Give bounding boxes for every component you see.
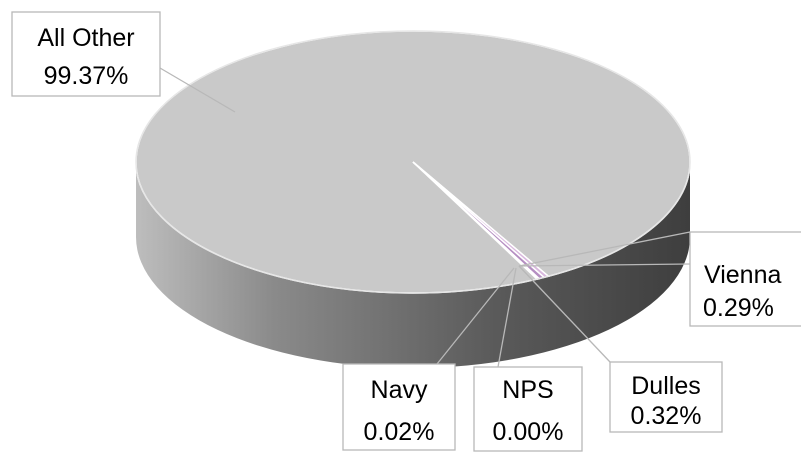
leader-line-dulles <box>518 265 611 363</box>
callout-vienna: Vienna 0.29% <box>689 231 801 327</box>
value-dulles: 0.32% <box>631 402 702 430</box>
leader-line-all-other <box>159 67 236 113</box>
callout-dulles: Dulles 0.32% <box>609 361 723 433</box>
label-vienna: Vienna <box>704 261 781 289</box>
leader-line-vienna <box>518 231 691 267</box>
callout-box-nps <box>473 366 583 452</box>
callout-nps: NPS 0.00% <box>473 366 583 452</box>
callout-box-all-other <box>11 11 161 97</box>
label-all-other: All Other <box>37 24 134 52</box>
callout-navy: Navy 0.02% <box>342 363 456 451</box>
leader-line-vienna-2 <box>518 263 691 267</box>
value-all-other: 99.37% <box>44 62 129 90</box>
value-vienna: 0.29% <box>703 294 774 322</box>
callout-all-other: All Other 99.37% <box>11 11 161 97</box>
label-nps: NPS <box>502 376 553 404</box>
callout-box-navy <box>342 363 456 451</box>
leader-line-navy <box>436 267 515 365</box>
value-navy: 0.02% <box>364 418 435 446</box>
callout-box-dulles <box>609 361 723 433</box>
pie-top-rim <box>135 30 691 294</box>
label-dulles: Dulles <box>631 372 700 400</box>
callout-box-vienna <box>689 231 801 327</box>
pie-side-wall <box>136 162 690 368</box>
leader-line-nps <box>497 267 517 368</box>
leader-lines <box>159 67 691 368</box>
value-nps: 0.00% <box>493 418 564 446</box>
label-navy: Navy <box>371 376 428 404</box>
